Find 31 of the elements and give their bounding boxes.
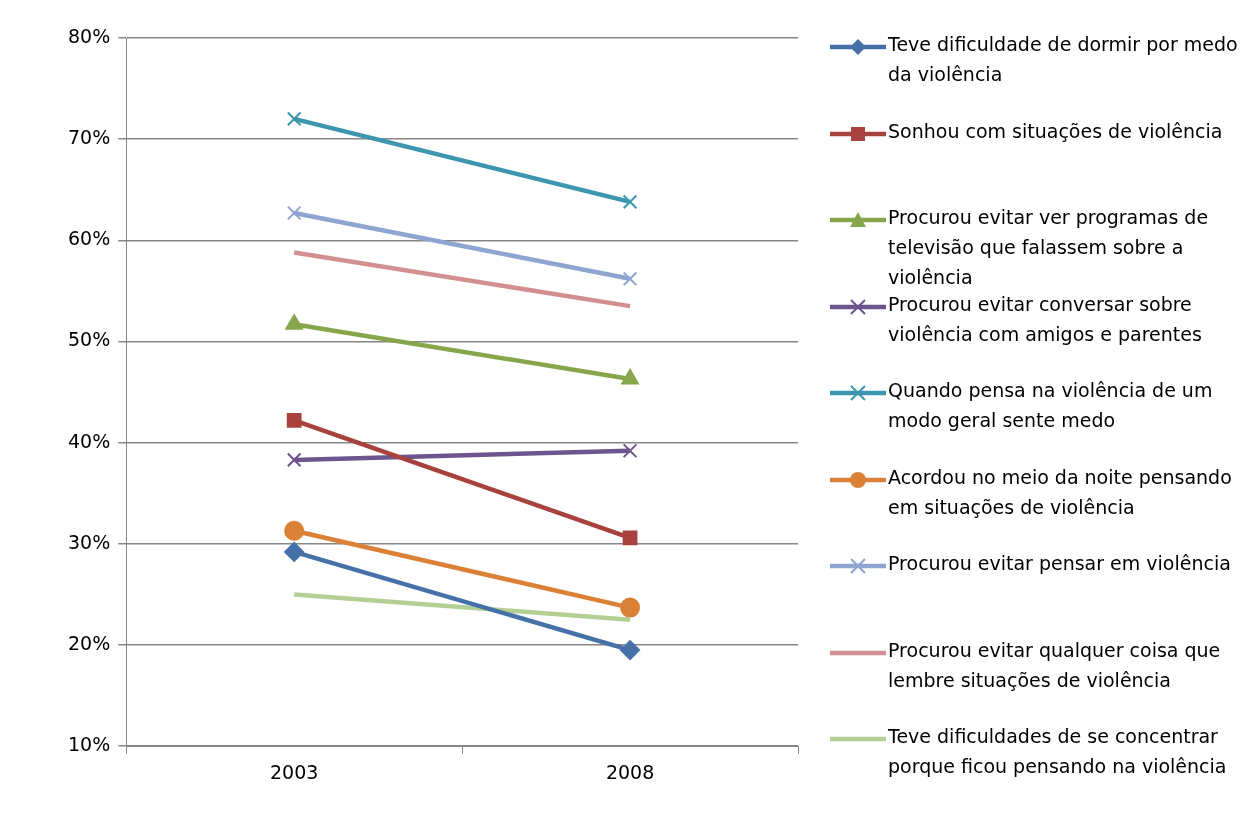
legend-label: Procurou evitar ver programas de televisão que falassem sobre a violência xyxy=(888,205,1210,290)
point xyxy=(284,520,305,541)
y-tick-label: 50% xyxy=(68,328,111,351)
legend-label: Quando pensa na violência de um modo geral sente medo xyxy=(888,378,1214,433)
point xyxy=(286,413,302,428)
point xyxy=(286,205,302,221)
point xyxy=(286,452,302,468)
point xyxy=(622,194,638,210)
legend-label: Procurou evitar qualquer coisa que lembre situações de violência xyxy=(888,637,1222,693)
point xyxy=(620,640,641,661)
point xyxy=(284,541,305,562)
y-tick-label: 80% xyxy=(68,24,111,47)
y-tick-label: 60% xyxy=(68,227,111,250)
point xyxy=(286,111,302,127)
legend-label: Acordou no meio da noite pensando em situações de violência xyxy=(888,464,1233,520)
y-tick-label: 10% xyxy=(68,733,111,756)
point xyxy=(622,530,638,546)
point xyxy=(622,443,638,459)
legend-label: Sonhou com situações de violência xyxy=(888,118,1223,144)
x-tick-label: 2003 xyxy=(269,760,319,783)
point xyxy=(620,597,641,618)
point xyxy=(622,271,638,287)
y-tick-label: 70% xyxy=(68,126,111,149)
legend-label: Procurou evitar conversar sobre violência com amigos e parentes xyxy=(888,291,1203,347)
legend-label: Teve dificuldade de dormir por medo da violência xyxy=(888,32,1239,87)
y-tick-label: 30% xyxy=(68,530,111,553)
y-tick-label: 20% xyxy=(68,631,111,654)
legend-label: Procurou evitar pensar em violência xyxy=(888,551,1231,576)
legend-label: Teve dificuldades de se concentrar porque ficou pensando na violência xyxy=(888,724,1228,779)
y-tick-label: 40% xyxy=(68,429,111,452)
x-tick-label: 2008 xyxy=(605,760,655,783)
